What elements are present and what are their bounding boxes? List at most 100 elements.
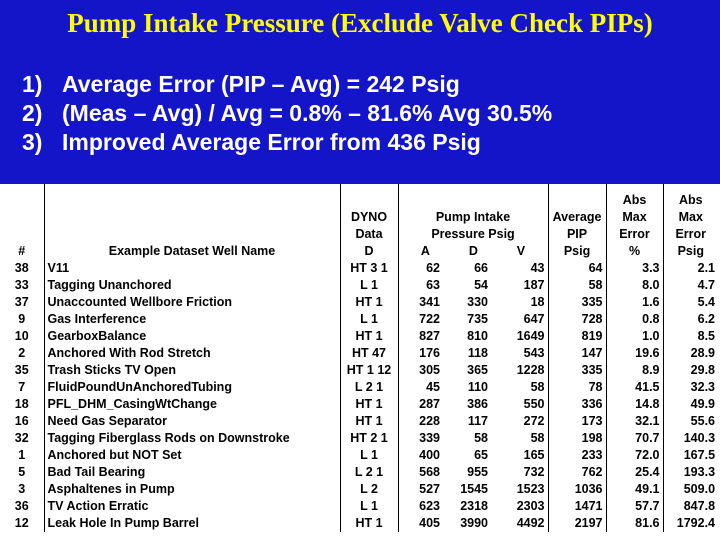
dyno-data: L 2 [340, 481, 399, 498]
pip-v: 4492 [491, 515, 549, 532]
header-dyno: DYNO Data D [340, 184, 399, 260]
row-number: 12 [0, 515, 45, 532]
pip-a: 339 [419, 431, 440, 445]
abs-max-error-pct: 81.6 [606, 515, 664, 532]
average-pip: 335 [548, 294, 607, 311]
row-number: 1 [0, 447, 45, 464]
pip-v: 58 [491, 379, 549, 396]
well-name: PFL_DHM_CasingWtChange [44, 396, 341, 413]
table-row: 38 V11 HT 3 1 62 66 43 64 3.3 2.1 [0, 260, 718, 277]
summary-point: 1) Average Error (PIP – Avg) = 242 Psig [22, 70, 712, 99]
abs-max-error-pct: 70.7 [606, 430, 664, 447]
pip-v: 550 [491, 396, 549, 413]
pip-d: 58 [474, 431, 488, 445]
abs-max-error-psig: 5.4 [697, 295, 716, 309]
header-abs-max-error-pct: Abs Max Error % [606, 184, 664, 260]
pip-v: 18 [491, 294, 549, 311]
pip-d: 365 [467, 363, 488, 377]
header-average-pip: Average PIP Psig [548, 184, 607, 260]
pip-a: 722 [419, 312, 440, 326]
dyno-data: HT 1 [340, 396, 399, 413]
abs-max-error-psig: 1792.4 [676, 516, 716, 530]
average-pip: 173 [548, 413, 607, 430]
well-name: TV Action Erratic [44, 498, 341, 515]
pip-v: 1228 [491, 362, 549, 379]
average-pip: 2197 [548, 515, 607, 532]
dyno-data: L 1 [340, 498, 399, 515]
row-number: 36 [0, 498, 45, 515]
pip-d: 330 [467, 295, 488, 309]
dyno-data: L 2 1 [340, 464, 399, 481]
point-number: 1) [22, 71, 43, 97]
abs-max-error-psig: 32.3 [690, 380, 716, 394]
pip-d: 117 [467, 414, 488, 428]
abs-max-error-psig: 509.0 [683, 482, 716, 496]
well-name: Need Gas Separator [44, 413, 341, 430]
well-name: GearboxBalance [44, 328, 341, 345]
table-row: 10 GearboxBalance HT 1 827 810 1649 819 1.0 8.5 [0, 328, 718, 345]
well-name: Unaccounted Wellbore Friction [44, 294, 341, 311]
pip-v: 543 [491, 345, 549, 362]
abs-max-error-pct: 49.1 [606, 481, 664, 498]
average-pip: 728 [548, 311, 607, 328]
table-row: 2 Anchored With Rod Stretch HT 47 176 118 543… [0, 345, 718, 362]
average-pip: 58 [548, 277, 607, 294]
table-row: 12 Leak Hole In Pump Barrel HT 1 405 3990 449… [0, 515, 718, 532]
table-row: 18 PFL_DHM_CasingWtChange HT 1 287 386 550 336… [0, 396, 718, 413]
well-name: Tagging Fiberglass Rods on Downstroke [44, 430, 341, 447]
summary-point: 3) Improved Average Error from 436 Psig [22, 128, 712, 157]
dyno-data: HT 3 1 [340, 260, 399, 277]
table-row: 7 FluidPoundUnAnchoredTubing L 2 1 45 110 58 7… [0, 379, 718, 396]
average-pip: 1036 [548, 481, 607, 498]
pip-a: 568 [419, 465, 440, 479]
average-pip: 1471 [548, 498, 607, 515]
abs-max-error-pct: 1.0 [606, 328, 664, 345]
row-number: 7 [0, 379, 45, 396]
pip-d: 735 [467, 312, 488, 326]
pip-d: 810 [467, 329, 488, 343]
average-pip: 78 [548, 379, 607, 396]
abs-max-error-pct: 3.3 [606, 260, 664, 277]
pip-a: 305 [419, 363, 440, 377]
dyno-data: HT 1 [340, 413, 399, 430]
average-pip: 64 [548, 260, 607, 277]
dyno-data: HT 1 [340, 328, 399, 345]
pip-a: 400 [419, 448, 440, 462]
abs-max-error-psig: 193.3 [683, 465, 716, 479]
pip-a: 405 [419, 516, 440, 530]
table-row: 35 Trash Sticks TV Open HT 1 12 305 365 1228 3… [0, 362, 718, 379]
abs-max-error-psig: 140.3 [683, 431, 716, 445]
row-number: 33 [0, 277, 45, 294]
slide-title: Pump Intake Pressure (Exclude Valve Chec… [67, 8, 653, 38]
pip-d: 110 [467, 380, 488, 394]
pip-v: 732 [491, 464, 549, 481]
dyno-data: L 1 [340, 447, 399, 464]
row-number: 32 [0, 430, 45, 447]
abs-max-error-psig: 847.8 [683, 499, 716, 513]
summary-point: 2) (Meas – Avg) / Avg = 0.8% – 81.6% Avg … [22, 99, 712, 128]
header-pip-v: V [516, 244, 526, 258]
well-name: Asphaltenes in Pump [44, 481, 341, 498]
abs-max-error-pct: 8.0 [606, 277, 664, 294]
pip-v: 165 [491, 447, 549, 464]
point-number: 2) [22, 100, 43, 126]
dyno-data: HT 2 1 [340, 430, 399, 447]
header-pip-a: A [420, 244, 430, 258]
abs-max-error-psig: 2.1 [697, 261, 716, 275]
abs-max-error-pct: 32.1 [606, 413, 664, 430]
pip-v: 1649 [491, 328, 549, 345]
row-number: 9 [0, 311, 45, 328]
table-row: 9 Gas Interference L 1 722 735 647 728 0.8 6.2 [0, 311, 718, 328]
pip-d: 118 [467, 346, 488, 360]
pip-a: 62 [426, 261, 440, 275]
point-text: (Meas – Avg) / Avg = 0.8% – 81.6% Avg 30… [62, 100, 553, 126]
abs-max-error-pct: 57.7 [606, 498, 664, 515]
header-pip-d: D [468, 244, 478, 258]
table-row: 3 Asphaltenes in Pump L 2 527 1545 1523 1036 49… [0, 481, 718, 498]
table-row: 36 TV Action Erratic L 1 623 2318 2303 1471 57.… [0, 498, 718, 515]
results-table: # Example Dataset Well Name DYNO Data D … [0, 184, 718, 532]
point-text: Improved Average Error from 436 Psig [62, 129, 481, 155]
table-row: 37 Unaccounted Wellbore Friction HT 1 341 33… [0, 294, 718, 311]
row-number: 37 [0, 294, 45, 311]
pip-d: 2318 [460, 499, 488, 513]
